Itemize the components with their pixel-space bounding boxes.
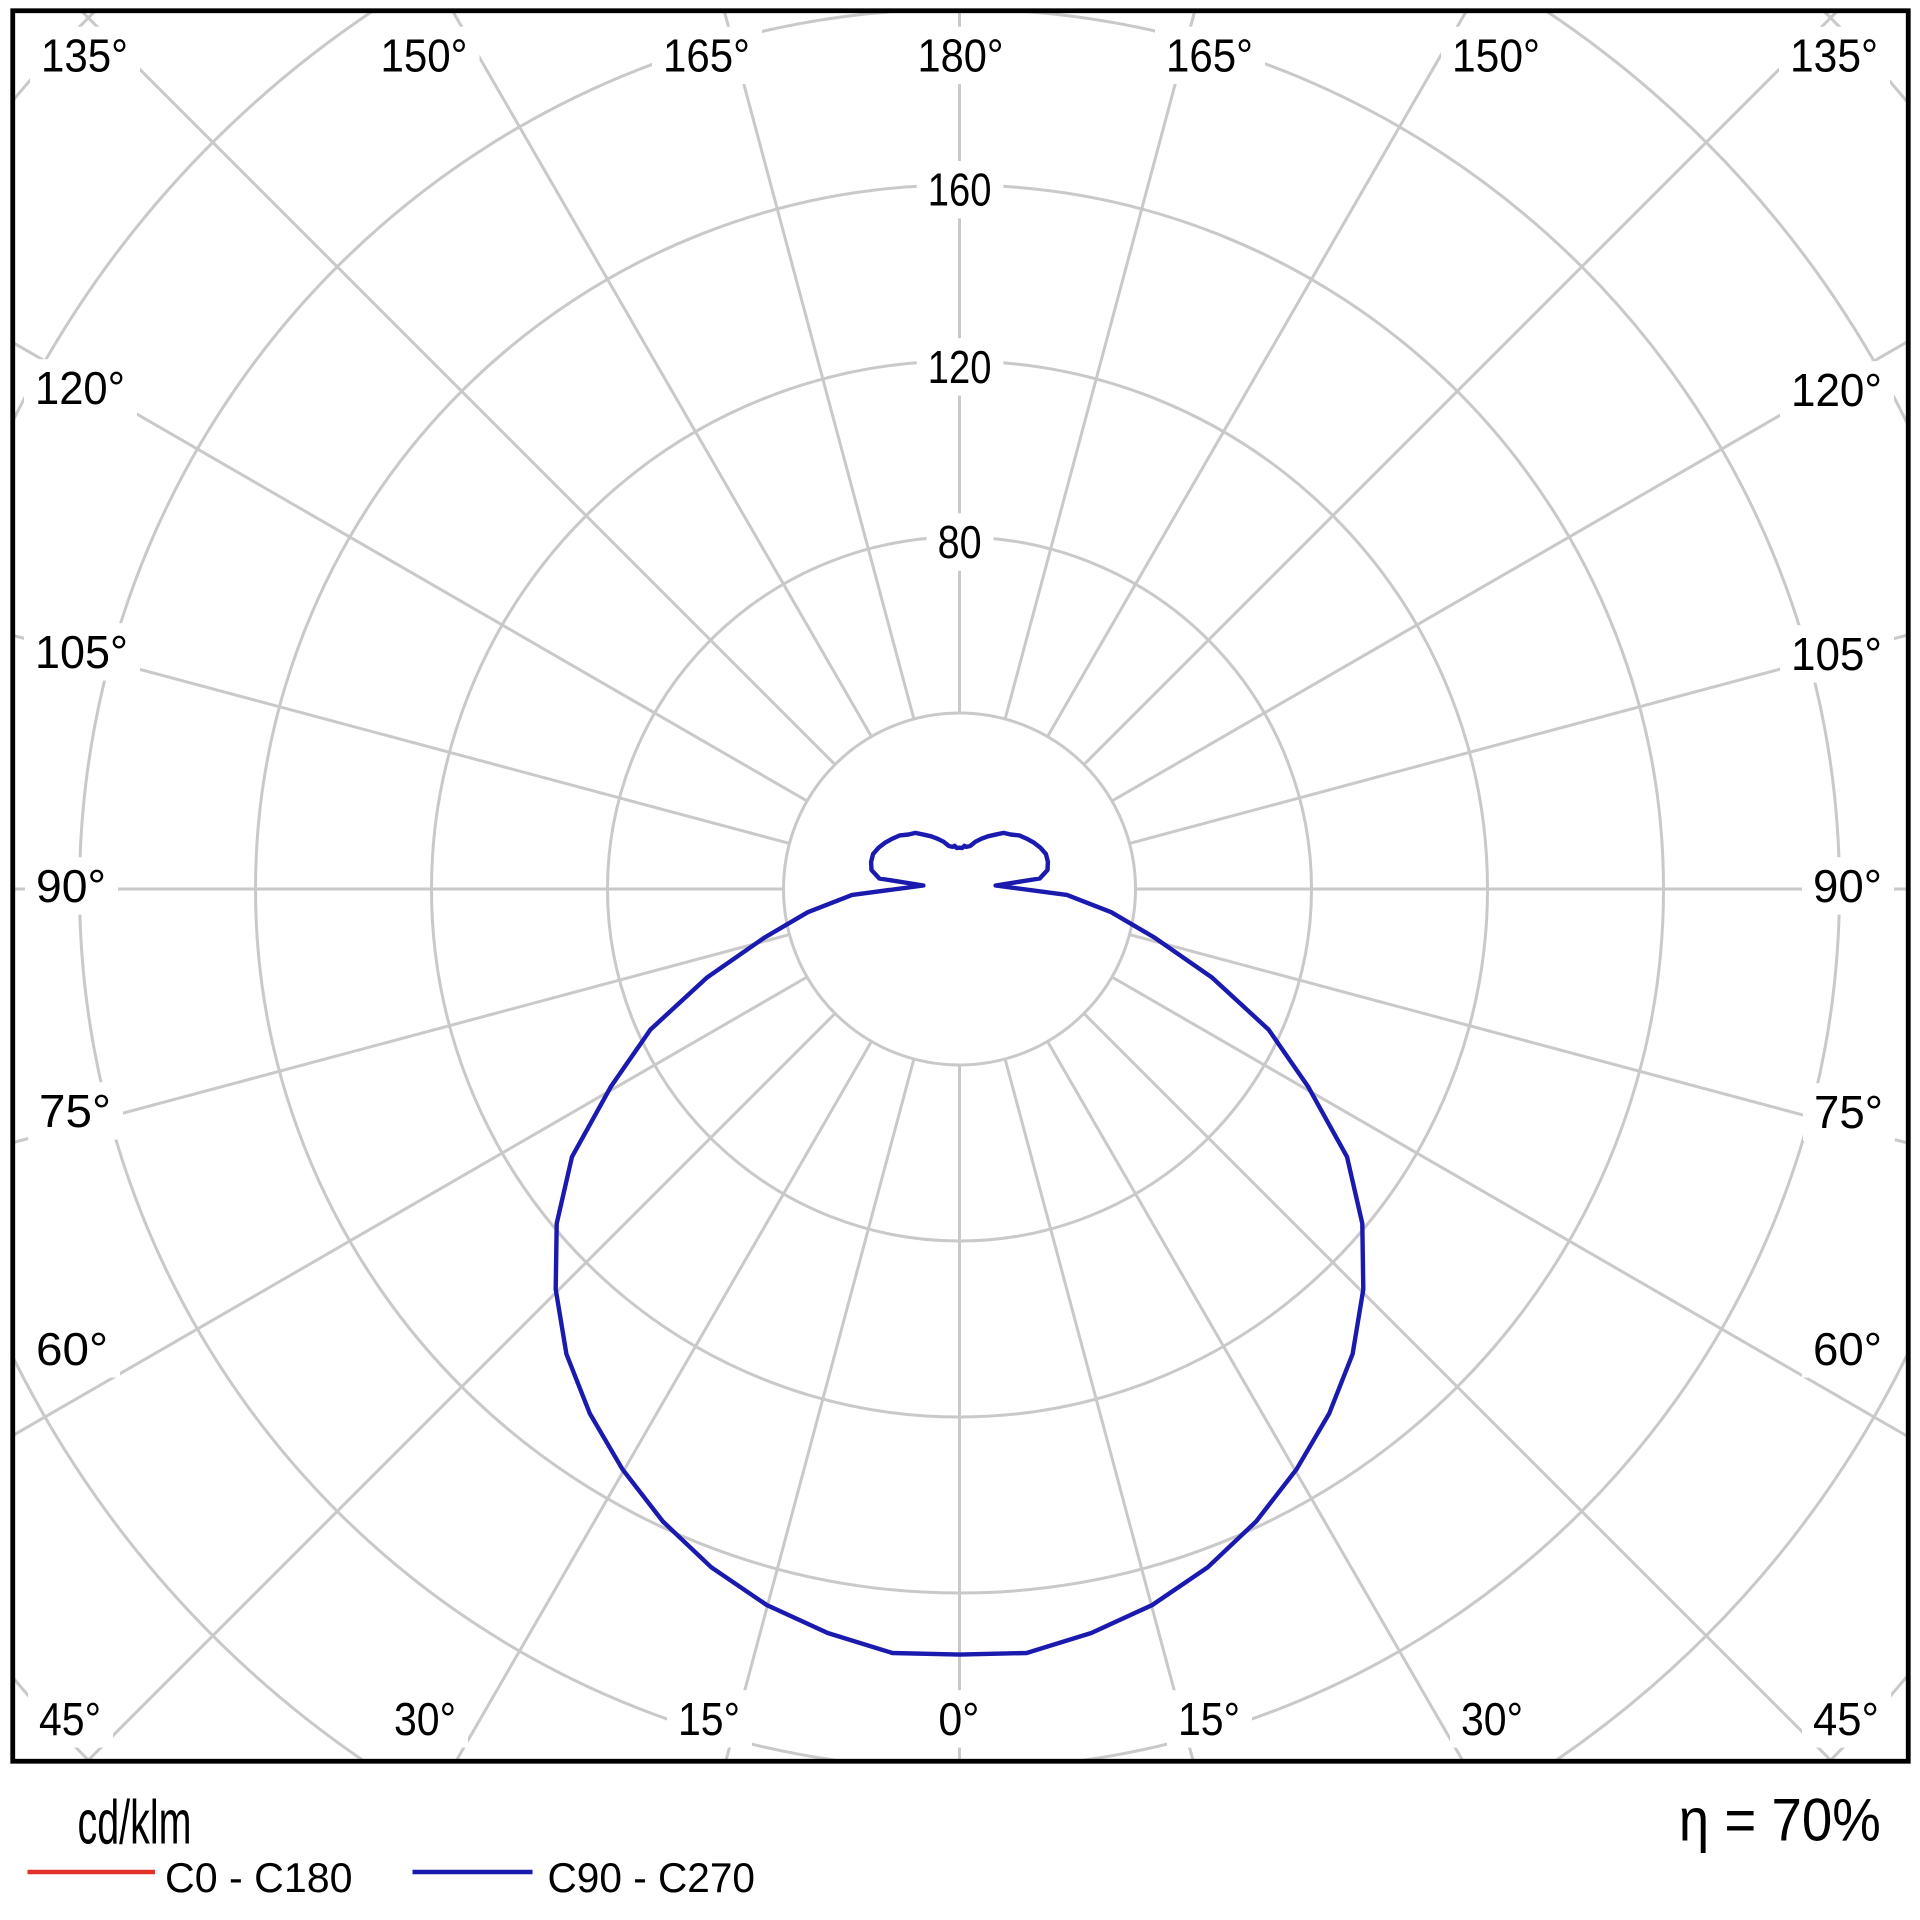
svg-text:15°: 15° (678, 1693, 740, 1745)
svg-text:135°: 135° (1790, 29, 1878, 81)
svg-text:120°: 120° (35, 362, 125, 414)
svg-text:150°: 150° (1452, 29, 1540, 81)
svg-text:120°: 120° (1791, 364, 1882, 416)
svg-text:160: 160 (928, 164, 992, 216)
svg-text:C0 - C180: C0 - C180 (165, 1854, 353, 1901)
svg-text:60°: 60° (1813, 1323, 1882, 1375)
svg-text:45°: 45° (39, 1693, 101, 1745)
svg-text:165°: 165° (1166, 29, 1253, 81)
svg-text:90°: 90° (1813, 860, 1882, 912)
svg-text:75°: 75° (1814, 1086, 1883, 1138)
svg-text:C90 - C270: C90 - C270 (548, 1854, 756, 1901)
svg-text:105°: 105° (1791, 628, 1882, 680)
svg-text:180°: 180° (918, 29, 1004, 81)
svg-text:15°: 15° (1178, 1693, 1240, 1745)
svg-text:30°: 30° (394, 1693, 456, 1745)
svg-text:0°: 0° (938, 1693, 979, 1745)
svg-text:60°: 60° (36, 1323, 108, 1375)
svg-text:80: 80 (938, 516, 982, 568)
svg-text:90°: 90° (36, 860, 106, 912)
svg-text:120: 120 (928, 341, 992, 393)
svg-text:45°: 45° (1813, 1693, 1879, 1745)
svg-text:105°: 105° (35, 626, 128, 678)
svg-text:η = 70%: η = 70% (1679, 1787, 1881, 1854)
svg-text:75°: 75° (39, 1085, 111, 1137)
svg-text:cd/klm: cd/klm (78, 1788, 192, 1857)
svg-text:150°: 150° (381, 29, 468, 81)
svg-text:165°: 165° (663, 29, 750, 81)
svg-text:30°: 30° (1461, 1693, 1523, 1745)
svg-text:135°: 135° (41, 29, 128, 81)
